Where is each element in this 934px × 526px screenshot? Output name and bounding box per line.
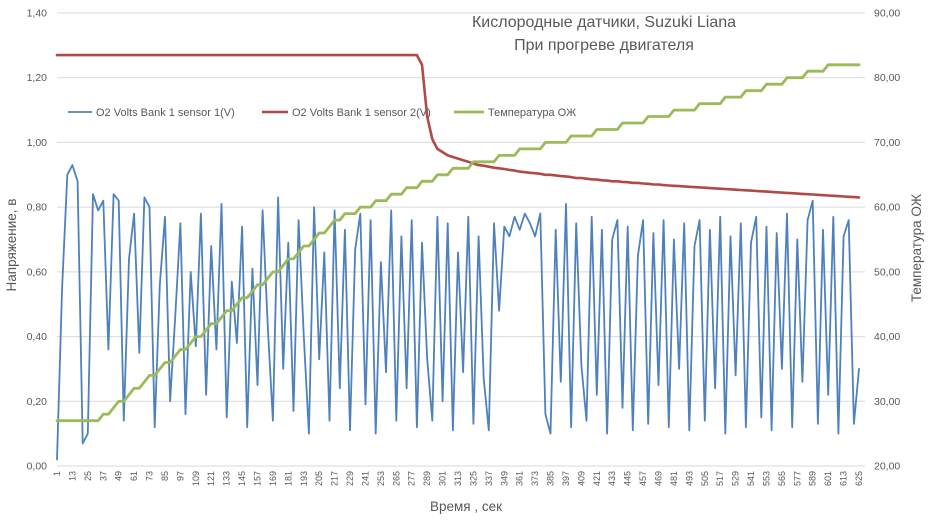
y-axis-right-tick-labels: 20,00 30,00 40,00 50,00 60,00 70,00 80,00 90,00	[874, 8, 900, 473]
x-tick-label: 61	[129, 471, 139, 481]
y-axis-right-title: Температура ОЖ	[909, 193, 924, 302]
x-tick-label: 121	[206, 471, 216, 486]
y-right-tick-label: 60,00	[874, 202, 900, 214]
legend-item-coolant-temperature[interactable]: Температура ОЖ	[454, 107, 576, 119]
x-tick-label: 241	[360, 471, 370, 486]
x-tick-label: 145	[237, 471, 247, 486]
legend-item-o2-sensor1[interactable]: O2 Volts Bank 1 sensor 1(V)	[68, 107, 235, 119]
x-tick-label: 529	[731, 471, 741, 486]
legend: O2 Volts Bank 1 sensor 1(V) O2 Volts Ban…	[68, 107, 576, 119]
x-tick-label: 361	[515, 471, 525, 486]
series-line-1	[55, 53, 861, 199]
chart-title-line1: Кислородные датчики, Suzuki Liana	[472, 14, 736, 31]
legend-label-temperature: Температура ОЖ	[488, 107, 576, 119]
x-tick-label: 229	[345, 471, 355, 486]
x-tick-label: 37	[98, 471, 108, 481]
y-axis-left-tick-labels: 0,00 0,20 0,40 0,60 0,80 1,00 1,20 1,40	[27, 8, 48, 473]
x-tick-label: 301	[438, 471, 448, 486]
legend-item-o2-sensor2[interactable]: O2 Volts Bank 1 sensor 2(V)	[262, 107, 431, 119]
y-right-tick-label: 90,00	[874, 8, 900, 20]
y-right-tick-label: 70,00	[874, 137, 900, 149]
x-tick-label: 541	[746, 471, 756, 486]
x-axis-title: Время , сек	[430, 499, 502, 514]
x-tick-label: 277	[407, 471, 417, 486]
x-tick-label: 133	[222, 471, 232, 486]
x-tick-label: 25	[83, 471, 93, 481]
x-tick-label: 337	[484, 471, 494, 486]
x-tick-label: 289	[422, 471, 432, 486]
y-right-tick-label: 20,00	[874, 461, 900, 473]
x-tick-label: 1	[52, 471, 62, 476]
series-line-2	[55, 63, 861, 423]
x-tick-label: 577	[792, 471, 802, 486]
x-tick-label: 517	[715, 471, 725, 486]
y-left-tick-label: 0,20	[27, 396, 48, 408]
x-tick-label: 493	[684, 471, 694, 486]
x-tick-label: 613	[839, 471, 849, 486]
x-axis-tick-labels: 1 13 25 37 49 61 73 85 97 109 121 133 145 157 169 181 19…	[52, 471, 864, 486]
y-right-tick-label: 80,00	[874, 72, 900, 84]
x-tick-label: 469	[654, 471, 664, 486]
x-tick-label: 13	[67, 471, 77, 481]
x-tick-label: 601	[823, 471, 833, 486]
x-tick-label: 421	[592, 471, 602, 486]
x-tick-label: 445	[623, 471, 633, 486]
x-tick-label: 157	[253, 471, 263, 486]
y-left-tick-label: 1,20	[27, 72, 48, 84]
y-right-tick-label: 40,00	[874, 331, 900, 343]
x-tick-label: 385	[546, 471, 556, 486]
x-tick-label: 565	[777, 471, 787, 486]
y-right-tick-label: 50,00	[874, 266, 900, 278]
x-tick-label: 481	[669, 471, 679, 486]
x-tick-label: 265	[391, 471, 401, 486]
x-tick-label: 109	[191, 471, 201, 486]
y-axis-left-title: Напряжение, в	[4, 199, 19, 292]
x-tick-label: 409	[576, 471, 586, 486]
x-tick-label: 73	[145, 471, 155, 481]
x-tick-label: 169	[268, 471, 278, 486]
series-line-0	[56, 164, 860, 461]
y-left-tick-label: 0,80	[27, 202, 48, 214]
y-right-tick-label: 30,00	[874, 396, 900, 408]
x-tick-label: 193	[299, 471, 309, 486]
x-tick-label: 217	[330, 471, 340, 486]
y-left-tick-label: 1,40	[27, 8, 48, 20]
y-left-tick-label: 0,00	[27, 461, 48, 473]
x-tick-label: 433	[607, 471, 617, 486]
y-left-tick-label: 1,00	[27, 137, 48, 149]
x-tick-label: 325	[468, 471, 478, 486]
x-tick-label: 373	[530, 471, 540, 486]
x-tick-label: 205	[314, 471, 324, 486]
legend-label-sensor2: O2 Volts Bank 1 sensor 2(V)	[292, 107, 431, 119]
x-tick-label: 553	[761, 471, 771, 486]
y-left-tick-label: 0,40	[27, 331, 48, 343]
y-left-tick-label: 0,60	[27, 266, 48, 278]
x-tick-label: 397	[561, 471, 571, 486]
x-tick-label: 457	[638, 471, 648, 486]
x-tick-label: 85	[160, 471, 170, 481]
x-tick-label: 349	[499, 471, 509, 486]
x-tick-label: 97	[175, 471, 185, 481]
x-tick-label: 625	[854, 471, 864, 486]
x-tick-label: 505	[700, 471, 710, 486]
x-tick-label: 313	[453, 471, 463, 486]
x-tick-label: 49	[114, 471, 124, 481]
x-tick-label: 589	[808, 471, 818, 486]
x-tick-label: 253	[376, 471, 386, 486]
x-tick-label: 181	[283, 471, 293, 486]
chart-title-line2: При прогреве двигателя	[514, 37, 694, 54]
legend-label-sensor1: O2 Volts Bank 1 sensor 1(V)	[96, 107, 235, 119]
gridlines	[57, 12, 865, 467]
series-lines	[55, 53, 861, 461]
